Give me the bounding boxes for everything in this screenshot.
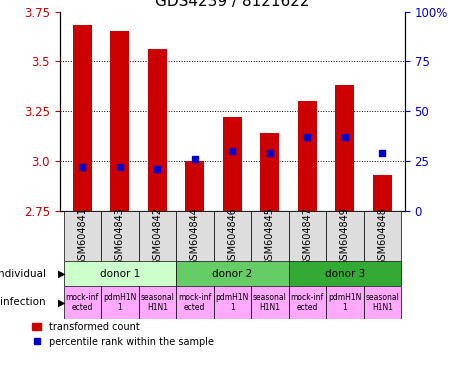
- Text: GSM604843: GSM604843: [115, 207, 124, 266]
- Text: GSM604848: GSM604848: [376, 207, 386, 266]
- FancyBboxPatch shape: [288, 286, 325, 319]
- Text: GSM604845: GSM604845: [264, 207, 274, 266]
- Title: GDS4239 / 8121622: GDS4239 / 8121622: [155, 0, 309, 9]
- Text: GSM604842: GSM604842: [152, 207, 162, 266]
- FancyBboxPatch shape: [251, 286, 288, 319]
- Bar: [110, 31, 129, 211]
- FancyBboxPatch shape: [176, 286, 213, 319]
- FancyBboxPatch shape: [101, 286, 138, 319]
- Text: mock-inf
ected: mock-inf ected: [290, 293, 323, 312]
- Text: donor 1: donor 1: [100, 268, 140, 279]
- Bar: [297, 101, 316, 211]
- Text: seasonal
H1N1: seasonal H1N1: [364, 293, 398, 312]
- Text: GSM604841: GSM604841: [77, 207, 87, 266]
- Text: GSM604849: GSM604849: [339, 207, 349, 266]
- Bar: [372, 175, 391, 211]
- FancyBboxPatch shape: [138, 286, 176, 319]
- Bar: [185, 161, 204, 211]
- FancyBboxPatch shape: [288, 261, 400, 286]
- Text: GSM604846: GSM604846: [227, 207, 237, 266]
- Text: pdmH1N
1: pdmH1N 1: [103, 293, 136, 312]
- Text: GSM604847: GSM604847: [302, 207, 312, 266]
- FancyBboxPatch shape: [325, 286, 363, 319]
- FancyBboxPatch shape: [325, 211, 363, 261]
- Text: mock-inf
ected: mock-inf ected: [66, 293, 99, 312]
- Text: mock-inf
ected: mock-inf ected: [178, 293, 211, 312]
- FancyBboxPatch shape: [363, 211, 400, 261]
- Text: donor 3: donor 3: [324, 268, 364, 279]
- FancyBboxPatch shape: [213, 286, 251, 319]
- Text: seasonal
H1N1: seasonal H1N1: [252, 293, 286, 312]
- Text: pdmH1N
1: pdmH1N 1: [215, 293, 248, 312]
- Text: ▶: ▶: [57, 297, 65, 308]
- FancyBboxPatch shape: [363, 286, 400, 319]
- FancyBboxPatch shape: [213, 211, 251, 261]
- Text: donor 2: donor 2: [212, 268, 252, 279]
- Text: pdmH1N
1: pdmH1N 1: [327, 293, 361, 312]
- FancyBboxPatch shape: [138, 211, 176, 261]
- Text: individual: individual: [0, 268, 46, 279]
- FancyBboxPatch shape: [288, 211, 325, 261]
- FancyBboxPatch shape: [63, 261, 176, 286]
- Text: seasonal
H1N1: seasonal H1N1: [140, 293, 174, 312]
- Legend: transformed count, percentile rank within the sample: transformed count, percentile rank withi…: [28, 318, 218, 350]
- Text: infection: infection: [0, 297, 46, 308]
- FancyBboxPatch shape: [176, 211, 213, 261]
- Bar: [223, 118, 241, 211]
- FancyBboxPatch shape: [63, 286, 101, 319]
- Text: ▶: ▶: [57, 268, 65, 279]
- FancyBboxPatch shape: [176, 261, 288, 286]
- Bar: [148, 50, 166, 211]
- Bar: [260, 133, 279, 211]
- Bar: [335, 85, 353, 211]
- FancyBboxPatch shape: [101, 211, 138, 261]
- Text: GSM604844: GSM604844: [190, 207, 199, 266]
- Bar: [73, 25, 91, 211]
- FancyBboxPatch shape: [251, 211, 288, 261]
- FancyBboxPatch shape: [63, 211, 101, 261]
